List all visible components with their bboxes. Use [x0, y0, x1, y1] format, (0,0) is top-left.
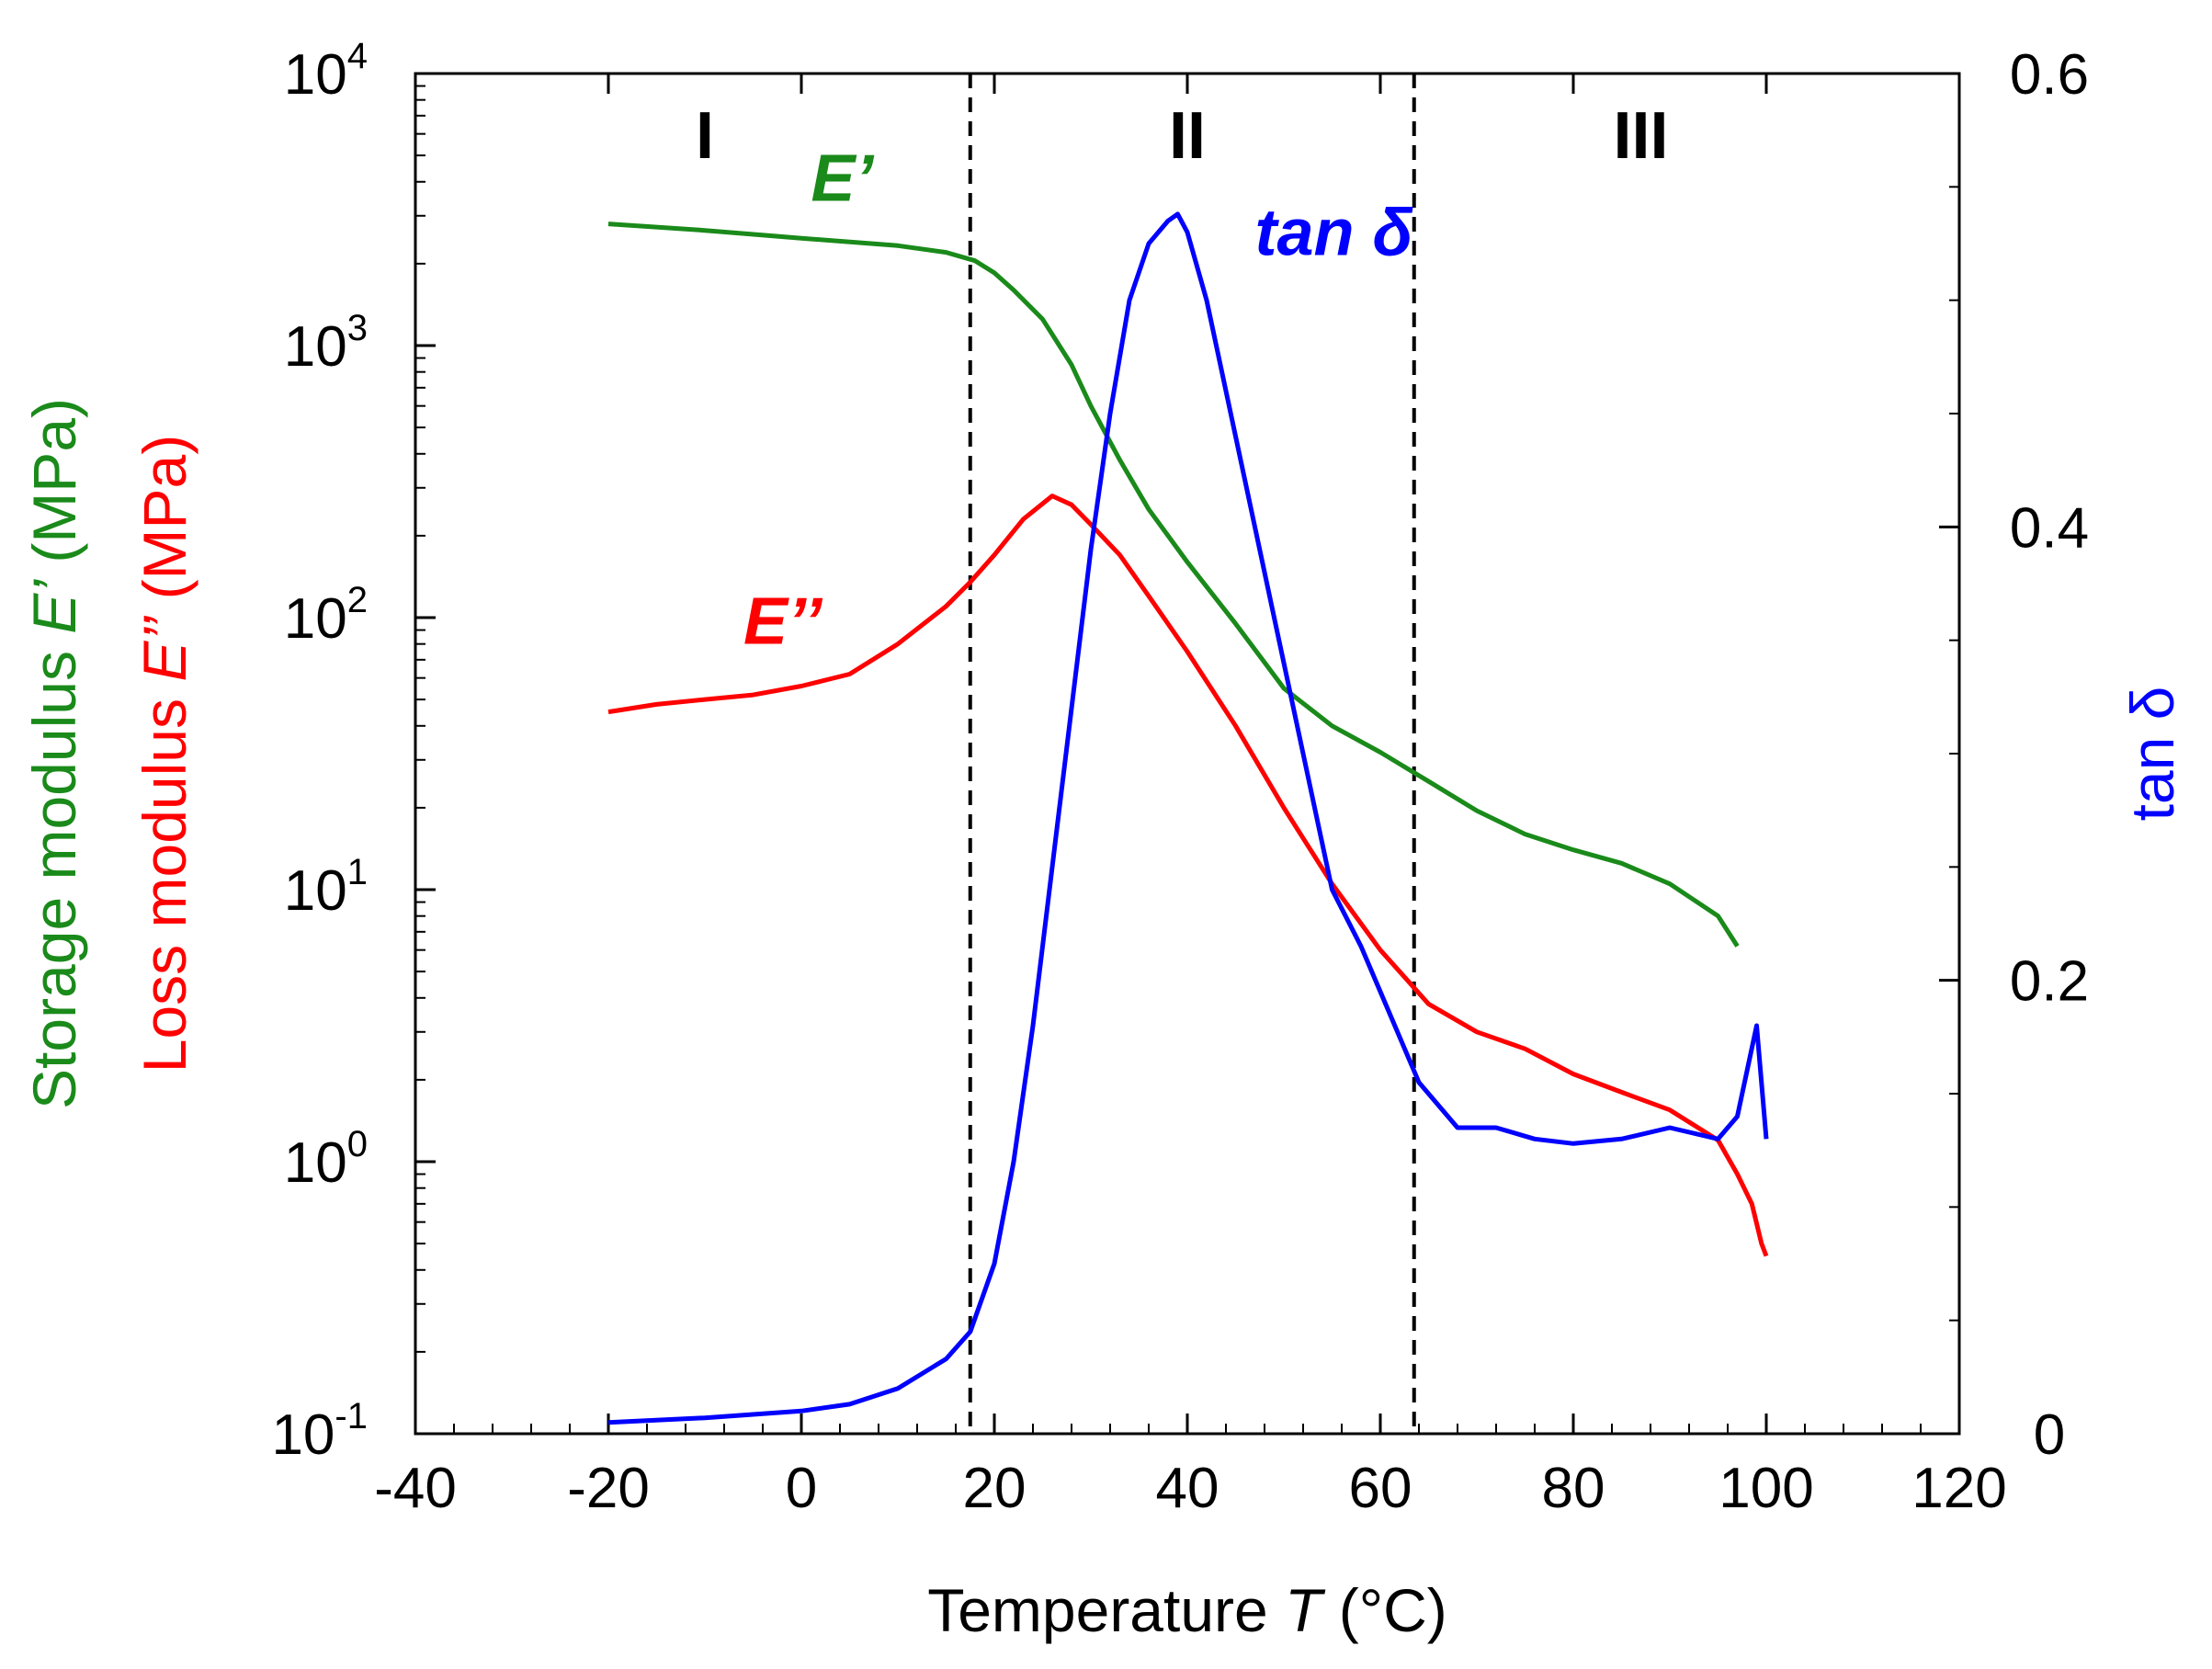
series-label: E’’: [743, 585, 822, 659]
region-label: II: [1169, 99, 1206, 173]
series-line: [607, 494, 1769, 1257]
x-axis-title-symbol: T: [1285, 1576, 1326, 1644]
series-label: tan δ: [1255, 196, 1414, 269]
region-label: III: [1613, 99, 1668, 173]
storage-title-text: Storage modulus: [20, 634, 88, 1109]
x-axis-title-prefix: Temperature: [927, 1576, 1285, 1644]
storage-title-unit: (MPa): [20, 398, 88, 580]
tick-label-base: 10: [284, 1131, 347, 1195]
x-tick-label: 40: [1156, 1457, 1219, 1520]
series-label: E’: [811, 142, 875, 216]
x-axis-title-unit: (°C): [1322, 1576, 1446, 1644]
region-dividers: [968, 74, 1416, 1434]
left-y-axis-title-loss: Loss modulus E’’ (MPa): [130, 435, 199, 1073]
series-lines: [607, 211, 1769, 1425]
x-tick-label: -40: [374, 1457, 457, 1520]
region-label: I: [696, 99, 714, 173]
loss-title-symbol: E’’: [130, 615, 199, 681]
y-left-tick-label: 10-1: [271, 1396, 368, 1467]
storage-title-symbol: E’: [20, 579, 88, 634]
tick-label-base: 10: [284, 587, 347, 651]
minor-ticks: [414, 73, 1960, 1435]
series-labels: E’ E’’ tan δ: [743, 142, 1414, 659]
y-right-tick-label: 0.4: [2010, 496, 2089, 560]
tick-label-exponent: 0: [347, 1124, 368, 1164]
x-tick-label: 120: [1911, 1457, 2006, 1520]
y-right-tick-label: 0.2: [2010, 950, 2089, 1014]
region-labels: I II III: [696, 99, 1669, 173]
tick-label-exponent: 3: [347, 308, 368, 348]
tick-label-base: 10: [284, 43, 347, 107]
x-tick-label: 20: [963, 1457, 1027, 1520]
x-tick-label: 60: [1349, 1457, 1412, 1520]
x-tick-label: 100: [1719, 1457, 1813, 1520]
x-axis-title: Temperature T (°C): [927, 1576, 1447, 1644]
y-left-tick-label: 103: [284, 308, 368, 379]
tick-label-exponent: 4: [347, 36, 368, 76]
loss-title-text: Loss modulus: [130, 682, 199, 1073]
right-y-axis-title: tan δ: [2118, 687, 2186, 822]
x-axis-ticks: -40 -20 0 20 40 60 80 100 120: [374, 74, 2007, 1520]
y-left-tick-label: 104: [284, 36, 368, 107]
tick-label-exponent: 2: [347, 580, 368, 620]
y-left-tick-label: 102: [284, 580, 368, 651]
tick-label-base: 10: [284, 315, 347, 379]
y-right-tick-label: 0: [2034, 1403, 2065, 1467]
series-line: [607, 211, 1769, 1425]
right-y-axis-ticks: 0 0.2 0.4 0.6: [1939, 43, 2089, 1467]
tick-label-base: 10: [271, 1403, 335, 1467]
x-tick-label: 0: [786, 1457, 817, 1520]
series-line: [607, 221, 1740, 948]
tick-label-exponent: -1: [335, 1396, 368, 1436]
tick-label-exponent: 1: [347, 852, 368, 892]
loss-title-unit: (MPa): [130, 435, 199, 617]
y-left-tick-label: 101: [284, 852, 368, 923]
x-tick-label: -20: [567, 1457, 650, 1520]
y-left-tick-label: 100: [284, 1124, 368, 1195]
y-right-tick-label: 0.6: [2010, 43, 2089, 107]
plot-frame: [414, 72, 1961, 1436]
left-y-axis-title-storage: Storage modulus E’ (MPa): [20, 398, 88, 1109]
tick-label-base: 10: [284, 859, 347, 923]
x-tick-label: 80: [1542, 1457, 1605, 1520]
